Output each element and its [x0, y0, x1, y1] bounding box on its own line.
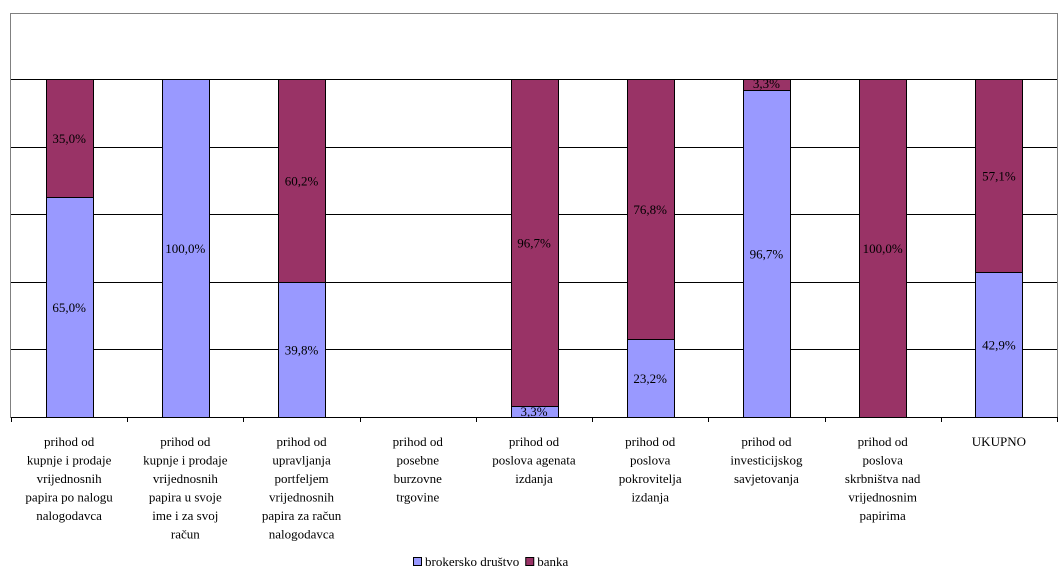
x-tick-label: prihod od upravljanja portfeljem vrijednosn…: [262, 434, 342, 542]
x-tick-label: prihod od kupnje i prodaje vrijednosnih pap…: [25, 434, 113, 523]
bar-segment-brokersko-drustvo: [46, 197, 94, 418]
bar-segment-banka: [743, 79, 791, 91]
legend: brokersko društvo banka: [413, 554, 569, 569]
data-label: 100,0%: [863, 241, 903, 256]
bar-segment-brokersko-drustvo: [627, 339, 675, 418]
x-tick-label: prihod od poslova agenata izdanja: [492, 434, 576, 486]
bar-segment-banka: [511, 79, 559, 407]
legend-swatch-brokersko-drustvo: [413, 557, 422, 566]
bar-segment-banka: [278, 79, 326, 283]
bar-segment-banka: [975, 79, 1023, 273]
data-label: 96,7%: [750, 247, 784, 262]
x-tick-label: UKUPNO: [972, 434, 1026, 449]
data-label: 35,0%: [52, 131, 86, 146]
x-tick-label: prihod od kupnje i prodaje vrijednosnih pap…: [143, 434, 228, 542]
bar-segment-banka: [859, 79, 907, 418]
legend-label-banka: banka: [537, 554, 568, 569]
data-label: 39,8%: [285, 343, 319, 358]
data-label: 57,1%: [982, 168, 1016, 183]
bar-segment-brokersko-drustvo: [278, 282, 326, 418]
bar-segment-brokersko-drustvo: [743, 90, 791, 418]
legend-label-brokersko-drustvo: brokersko društvo: [425, 554, 519, 569]
bar-segment-banka: [46, 79, 94, 198]
x-tick-label: prihod od investicijskog savjetovanja: [730, 434, 803, 486]
bar-segment-banka: [627, 79, 675, 340]
data-label: 96,7%: [517, 235, 551, 250]
bar-segment-brokersko-drustvo: [162, 79, 210, 418]
bars: [46, 79, 1023, 418]
data-label: 65,0%: [52, 300, 86, 315]
data-label: 23,2%: [633, 371, 667, 386]
data-label: 3,3%: [753, 76, 780, 91]
data-label: 76,8%: [633, 202, 667, 217]
x-tick-label: prihod od posebne burzovne trgovine: [393, 434, 444, 505]
data-label: 42,9%: [982, 337, 1016, 352]
x-tick-label: prihod od poslova pokrovitelja izdanja: [619, 434, 682, 505]
data-label: 3,3%: [520, 404, 547, 419]
x-tick-label: prihod od poslova skrbništva nad vrijednosn…: [845, 434, 921, 523]
data-label: 60,2%: [285, 174, 319, 189]
data-labels: 65,0% 35,0% 100,0% 39,8% 60,2% 3,3% 96,7% 23,2%…: [52, 76, 1016, 419]
x-axis-tick-labels: prihod od kupnje i prodaje vrijednosnih pap…: [25, 434, 1026, 542]
data-label: 100,0%: [165, 241, 205, 256]
legend-swatch-banka: [525, 557, 535, 566]
bar-segment-brokersko-drustvo: [975, 272, 1023, 418]
